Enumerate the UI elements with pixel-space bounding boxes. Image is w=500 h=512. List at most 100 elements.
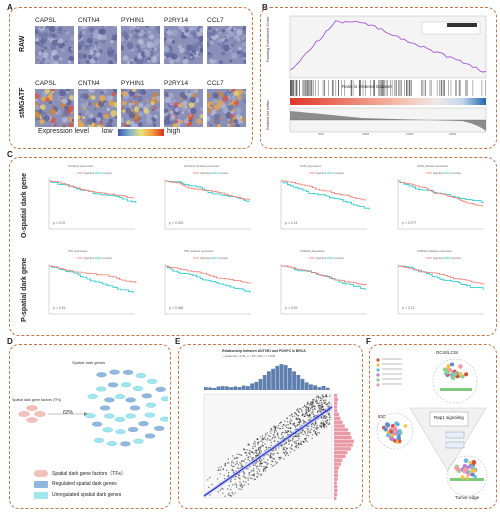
gene-label: CAPSL (35, 17, 57, 24)
panel-d-box (9, 344, 171, 509)
tissue-tile (164, 26, 203, 64)
gene-label: CAPSL (35, 80, 57, 87)
km-plot (48, 257, 137, 315)
mechanism-legend (376, 358, 402, 387)
km-plot (48, 172, 137, 230)
gsea-running-curve (289, 20, 487, 73)
km-legend-low: Low Exp (334, 171, 344, 175)
scatter-subtitle: r_spearman = 0.61, p < 10^-100, n = 1,09… (222, 354, 276, 358)
gsea-ylabel-top: Running Enrichment Score (266, 16, 270, 62)
km-legend-low: Low Exp (102, 256, 112, 260)
idc-circle (376, 412, 414, 450)
tissue-tile (35, 26, 74, 64)
km-title: CHRNA4_Expression (300, 250, 325, 253)
km-pvalue: p = 0.07 (53, 221, 66, 225)
dcis-circle (432, 358, 478, 404)
panel-letter-a: A (7, 3, 13, 12)
km-pvalue: p = 0.14 (285, 221, 298, 225)
expression-colorbar (118, 129, 164, 136)
network-diagram (18, 369, 168, 447)
gene-label: CNTN4 (78, 80, 100, 87)
km-pvalue: p = 0.49 (285, 306, 298, 310)
gene-label: P2RY14 (164, 17, 189, 24)
km-plot (397, 257, 485, 315)
legend-label: Regulated spatial dark genes (52, 481, 117, 487)
panel-c-box (9, 157, 497, 336)
tissue-tile (207, 89, 246, 127)
km-legend-high: High Exp (200, 171, 211, 175)
km-pvalue: p = 0.16 (53, 306, 66, 310)
gsea-xlabel: Rank in Ordered Dataset (342, 84, 392, 89)
tumor-edge-circle (446, 455, 488, 497)
legend-swatch (34, 481, 48, 488)
tissue-tile (78, 89, 117, 127)
tissue-tile (207, 26, 246, 64)
km-pvalue: p = 0.13 (402, 306, 415, 310)
km-pvalue: p = 0.033 (169, 221, 184, 225)
gene-label: P2RY14 (164, 80, 189, 87)
panel-a-box (9, 7, 253, 149)
km-pvalue: p = 0.066 (169, 306, 184, 310)
factors-label: Spatial dark gene factors (TFs) (12, 398, 62, 402)
km-plot (280, 172, 370, 230)
row-label-o-spatial: O-spatial dark gene (21, 173, 28, 238)
row-label-raw: RAW (19, 35, 26, 52)
gene-label: PYHIN1 (121, 80, 145, 87)
idc-label: IDC (378, 414, 386, 419)
gsea-tick-3: 15000 (406, 133, 414, 136)
dcis-label: DCIS/LCIS (436, 350, 459, 355)
km-title: PFN_Relapse expression (184, 250, 214, 253)
panel-letter-c: C (7, 150, 13, 159)
km-legend-low: Low Exp (334, 256, 344, 260)
km-pvalue: p = 0.077 (402, 221, 417, 225)
gene-label: PYHIN1 (121, 17, 145, 24)
rap1-label: Rap1 signaling (434, 415, 464, 420)
dcis-membrane (440, 388, 472, 391)
gsea-legend-header (447, 23, 477, 27)
km-plot (164, 257, 252, 315)
km-legend-high: High Exp (84, 171, 95, 175)
rap1-box (429, 411, 469, 427)
km-plot (397, 172, 484, 230)
spatial-dark-genes-title: Spatial dark genes (72, 360, 106, 365)
legend-label: Spatial dark gene factors（TFs） (52, 471, 126, 477)
panel-e-box (178, 344, 363, 509)
gene-label: CCL7 (207, 80, 224, 87)
gsea-rank-bar (290, 98, 486, 105)
km-title: PFN_Expression (68, 250, 88, 253)
legend-label: Unregulated spatial dark genes (52, 492, 122, 498)
km-legend-low: Low Exp (218, 256, 228, 260)
gsea-tick-1: 5000 (318, 133, 324, 136)
legend-low: low (102, 128, 113, 135)
km-legend-high: High Exp (200, 256, 211, 260)
km-legend-low: Low Exp (451, 171, 461, 175)
km-legend-high: High Exp (433, 171, 444, 175)
panel-f-box (369, 344, 497, 509)
scatter-title: Relationship between ANTXR1 and PDGFC in… (222, 349, 306, 353)
gsea-hit-ticks (290, 80, 486, 96)
gene-label: CCL7 (207, 17, 224, 24)
legend-swatch (34, 470, 48, 477)
panel-letter-f: F (366, 337, 371, 346)
legend-title: Expression level (38, 128, 89, 135)
km-title: SOX2_Relapse expression (417, 165, 449, 168)
km-legend-high: High Exp (316, 256, 327, 260)
pct-label: 62% (63, 410, 74, 416)
panel-letter-e: E (175, 337, 181, 346)
gsea-ylabel-bottom: Ranked list metric (266, 99, 270, 130)
tissue-tile (121, 26, 160, 64)
panel-b-box (260, 7, 497, 149)
gene-label: CNTN4 (78, 17, 100, 24)
km-legend-high: High Exp (84, 256, 95, 260)
tissue-tile (121, 89, 160, 127)
km-legend-low: Low Exp (218, 171, 228, 175)
row-label-p-spatial: P-spatial dark gene (21, 257, 28, 322)
legend-high: high (167, 128, 181, 135)
tissue-tile (164, 89, 203, 127)
km-title: SLC6A14_Expression (68, 165, 94, 168)
km-title: SLC6A14_Relapse expression (184, 165, 220, 168)
gsea-metric-area (290, 111, 486, 131)
tissue-tile (35, 89, 74, 127)
scatter-plot (203, 364, 354, 500)
mechanism-diagram (376, 358, 488, 497)
